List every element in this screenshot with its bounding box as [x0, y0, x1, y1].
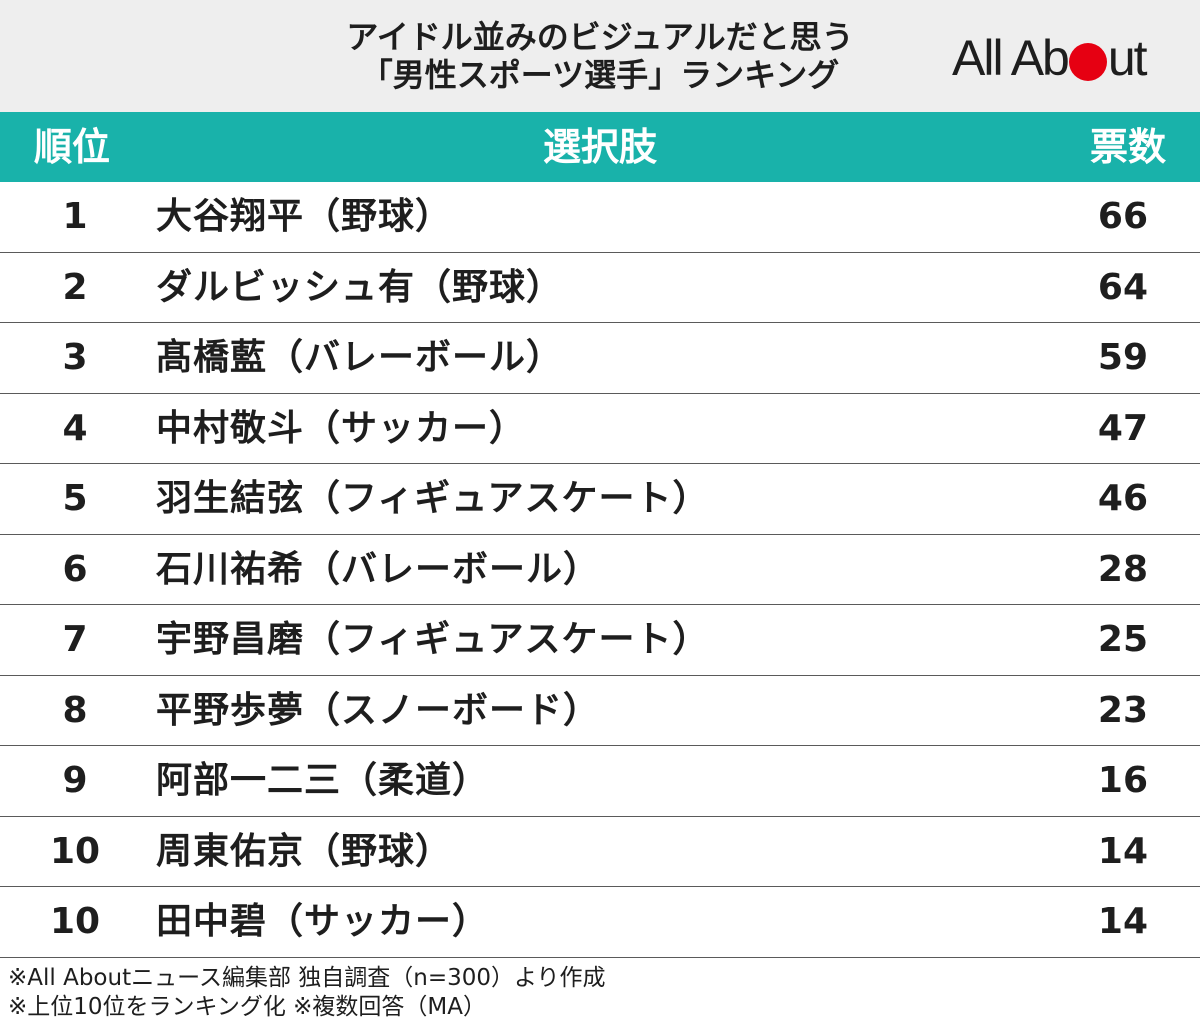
choice-cell: 宇野昌磨（フィギュアスケート）	[156, 619, 710, 660]
votes-cell: 14	[1097, 901, 1148, 942]
table-row: 6 石川祐希（バレーボール） 28	[0, 535, 1200, 605]
ranking-table-body: 1 大谷翔平（野球） 66 2 ダルビッシュ有（野球） 64 3 髙橋藍（バレー…	[0, 182, 1200, 958]
choice-cell: 阿部一二三（柔道）	[156, 760, 490, 801]
choice-cell: 髙橋藍（バレーボール）	[156, 337, 564, 378]
header: アイドル並みのビジュアルだと思う 「男性スポーツ選手」ランキング All Ab u…	[0, 0, 1200, 112]
footnotes: ※All Aboutニュース編集部 独自調査（n=300）より作成 ※上位10位…	[8, 964, 606, 1022]
rank-cell: 3	[62, 337, 88, 378]
choice-cell: 周東佑京（野球）	[156, 830, 453, 872]
logo-text-start: All Ab	[952, 30, 1070, 86]
rank-cell: 6	[62, 548, 88, 590]
rank-cell: 10	[49, 901, 101, 942]
title-line-2: 「男性スポーツ選手」ランキング	[360, 56, 840, 94]
table-row: 9 阿部一二三（柔道） 16	[0, 746, 1200, 817]
choice-cell: 平野歩夢（スノーボード）	[156, 689, 601, 731]
footnote-method: ※上位10位をランキング化 ※複数回答（MA）	[8, 994, 487, 1020]
rank-cell: 1	[62, 196, 88, 237]
votes-cell: 25	[1097, 619, 1148, 660]
votes-cell: 28	[1097, 548, 1148, 590]
table-row: 10 田中碧（サッカー） 14	[0, 887, 1200, 958]
table-row: 8 平野歩夢（スノーボード） 23	[0, 676, 1200, 746]
all-about-logo: All Ab ut	[952, 30, 1148, 86]
rank-cell: 5	[62, 478, 88, 519]
votes-cell: 23	[1097, 689, 1148, 731]
rank-cell: 8	[62, 689, 88, 731]
votes-cell: 59	[1097, 337, 1148, 378]
table-row: 4 中村敬斗（サッカー） 47	[0, 394, 1200, 464]
choice-cell: 大谷翔平（野球）	[156, 196, 453, 237]
choice-cell: 羽生結弦（フィギュアスケート）	[156, 478, 710, 519]
table-row: 2 ダルビッシュ有（野球） 64	[0, 253, 1200, 323]
rank-cell: 4	[62, 407, 88, 449]
table-row: 10 周東佑京（野球） 14	[0, 817, 1200, 887]
rank-cell: 7	[62, 619, 88, 660]
logo-text-end: ut	[1107, 30, 1148, 86]
choice-cell: 石川祐希（バレーボール）	[156, 548, 601, 590]
table-header: 順位 選択肢 票数	[0, 112, 1200, 182]
table-row: 7 宇野昌磨（フィギュアスケート） 25	[0, 605, 1200, 676]
choice-cell: 田中碧（サッカー）	[156, 901, 490, 942]
votes-cell: 46	[1097, 478, 1148, 519]
rank-cell: 10	[49, 830, 101, 872]
table-row: 3 髙橋藍（バレーボール） 59	[0, 323, 1200, 394]
votes-cell: 16	[1097, 760, 1148, 801]
votes-cell: 47	[1097, 407, 1148, 449]
title-line-1: アイドル並みのビジュアルだと思う	[346, 18, 854, 56]
table-row: 5 羽生結弦（フィギュアスケート） 46	[0, 464, 1200, 535]
table-row: 1 大谷翔平（野球） 66	[0, 182, 1200, 253]
votes-cell: 64	[1097, 266, 1148, 308]
column-header-choice: 選択肢	[542, 125, 657, 169]
rank-cell: 2	[62, 266, 88, 308]
column-header-votes: 票数	[1089, 125, 1166, 169]
votes-cell: 14	[1097, 830, 1148, 872]
column-header-rank: 順位	[34, 125, 111, 169]
logo-red-dot	[1068, 43, 1107, 81]
choice-cell: ダルビッシュ有（野球）	[156, 266, 564, 308]
votes-cell: 66	[1097, 196, 1148, 237]
rank-cell: 9	[62, 760, 88, 801]
choice-cell: 中村敬斗（サッカー）	[156, 407, 527, 449]
footnote-source: ※All Aboutニュース編集部 独自調査（n=300）より作成	[8, 965, 606, 991]
page-title: アイドル並みのビジュアルだと思う 「男性スポーツ選手」ランキング	[140, 18, 1060, 94]
